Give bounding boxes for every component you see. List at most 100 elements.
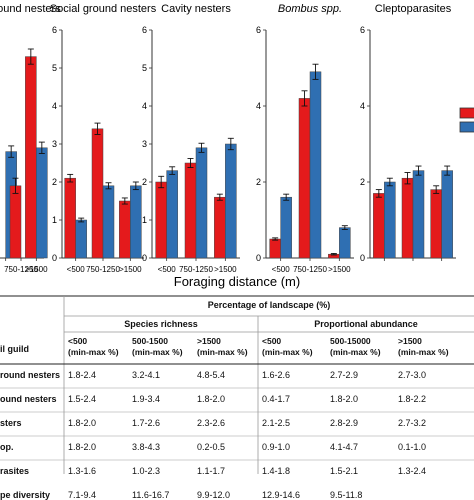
x-tick-label: 750-1250 [293, 265, 327, 274]
table-row-label: pe diversity [0, 490, 51, 500]
x-tick-label: <500 [272, 265, 291, 274]
table-cell: 1.8-2.0 [68, 442, 97, 452]
bar [309, 71, 322, 259]
y-tick-label: 4 [52, 101, 57, 111]
table-column-header: >1500 (min-max %) [398, 336, 449, 357]
chart-title: Bombus spp. [278, 3, 342, 15]
y-tick-label: 3 [142, 139, 147, 149]
x-axis-label: Foraging distance (m) [174, 274, 300, 289]
bar [155, 181, 167, 259]
table-cell: 0.1-1.0 [398, 442, 427, 452]
table-column-header: <500 (min-max %) [262, 336, 313, 357]
y-tick-label: 5 [142, 63, 147, 73]
x-tick-label: >1500 [328, 265, 351, 274]
bar [25, 56, 37, 259]
y-tick-label: 0 [52, 253, 57, 263]
x-tick-label: <500 [67, 265, 86, 274]
chart-panel: Cleptoparasites 0 2 4 6 [360, 3, 456, 263]
table-cell: 3.8-4.3 [132, 442, 161, 452]
y-tick-label: 5 [52, 63, 57, 73]
table-cell: 1.3-1.6 [68, 466, 97, 476]
table-cell: 1.8-2.0 [330, 394, 359, 404]
table-cell: 2.8-2.9 [330, 418, 359, 428]
table-column-header: <500 (min-max %) [68, 336, 119, 357]
y-tick-label: 1 [52, 215, 57, 225]
table-rules [0, 295, 474, 474]
y-tick-label: 2 [52, 177, 57, 187]
chart-panel: ground nesters 750-1250>1500 [0, 3, 61, 274]
x-tick-label: >1500 [214, 265, 237, 274]
chart-title: Cavity nesters [161, 3, 231, 15]
table-header: Percentage of landscape (%) [207, 300, 331, 310]
chart-panel: Social ground nesters 0 1 2 3 4 5 6 <500 750-1250… [50, 3, 157, 274]
table-cell: 0.9-1.0 [262, 442, 291, 452]
table-cell: 1.0-2.3 [132, 466, 161, 476]
bar [269, 238, 281, 259]
chart-panel: Cavity nesters 0 1 2 3 4 5 6 <500 750-1250 >1500 [142, 3, 240, 274]
bar [298, 98, 311, 259]
bar [214, 196, 226, 259]
y-tick-label: 6 [142, 25, 147, 35]
table-cell: 1.8-2.0 [68, 418, 97, 428]
chart-title: Social ground nesters [50, 3, 157, 15]
table-cell: 7.1-9.4 [68, 490, 97, 500]
table-guild-label: il guild [0, 344, 29, 354]
legend-swatch-series2 [459, 121, 474, 133]
y-tick-label: 1 [142, 215, 147, 225]
table-column-header: >1500 (min-max %) [197, 336, 248, 357]
bar [430, 189, 442, 259]
bar [166, 170, 178, 259]
y-tick-label: 3 [52, 139, 57, 149]
y-tick-label: 2 [142, 177, 147, 187]
y-tick-label: 4 [360, 101, 365, 111]
table-cell: 4.8-5.4 [197, 370, 226, 380]
table-cell: 1.1-1.7 [197, 466, 226, 476]
table-cell: 1.5-2.1 [330, 466, 359, 476]
table-column-header: 500-15000 (min-max %) [330, 336, 381, 357]
bar [130, 185, 142, 259]
chart-panel: Bombus spp. 0 2 4 6 <500 750-1250 >1500 [256, 3, 354, 274]
table-cell: 1.8-2.0 [197, 394, 226, 404]
y-tick-label: 0 [256, 253, 261, 263]
table-group-proportional-abundance: Proportional abundance [314, 319, 418, 329]
table-cell: 1.9-3.4 [132, 394, 161, 404]
y-tick-label: 4 [256, 101, 261, 111]
bar [102, 185, 115, 259]
x-tick-label: 750-1250 [4, 265, 38, 274]
table-cell: 2.7-2.9 [330, 370, 359, 380]
table-cell: 9.9-12.0 [197, 490, 231, 500]
table-cell: 9.5-11.8 [330, 490, 363, 500]
table-group-species-richness: Species richness [124, 319, 198, 329]
y-tick-label: 6 [52, 25, 57, 35]
bar [119, 200, 131, 259]
table-cell: 12.9-14.6 [262, 490, 301, 500]
x-tick-label: 750-1250 [179, 265, 213, 274]
bar [225, 143, 237, 259]
bar [412, 170, 425, 259]
table-row-label: ound nesters [0, 394, 57, 404]
bar [75, 219, 87, 259]
bar [195, 147, 208, 259]
table-cell: 1.4-1.8 [262, 466, 291, 476]
table-column-header: 500-1500 (min-max %) [132, 336, 183, 357]
y-tick-label: 4 [142, 101, 147, 111]
bar [91, 128, 104, 259]
y-tick-label: 2 [360, 177, 365, 187]
x-tick-label: >1500 [119, 265, 142, 274]
y-tick-label: 6 [256, 25, 261, 35]
table-row-label: rasites [0, 466, 30, 476]
y-tick-label: 2 [256, 177, 261, 187]
table-cell: 2.1-2.5 [262, 418, 291, 428]
y-tick-label: 6 [360, 25, 365, 35]
bar [184, 162, 197, 259]
bar [64, 177, 76, 259]
x-tick-label: <500 [158, 265, 177, 274]
table-row-label: round nesters [0, 370, 61, 380]
table-cell: 3.2-4.1 [132, 370, 161, 380]
table-cell: 0.2-0.5 [197, 442, 226, 452]
table-cell: 1.6-2.6 [262, 370, 291, 380]
bar [373, 193, 385, 259]
y-tick-label: 0 [360, 253, 365, 263]
